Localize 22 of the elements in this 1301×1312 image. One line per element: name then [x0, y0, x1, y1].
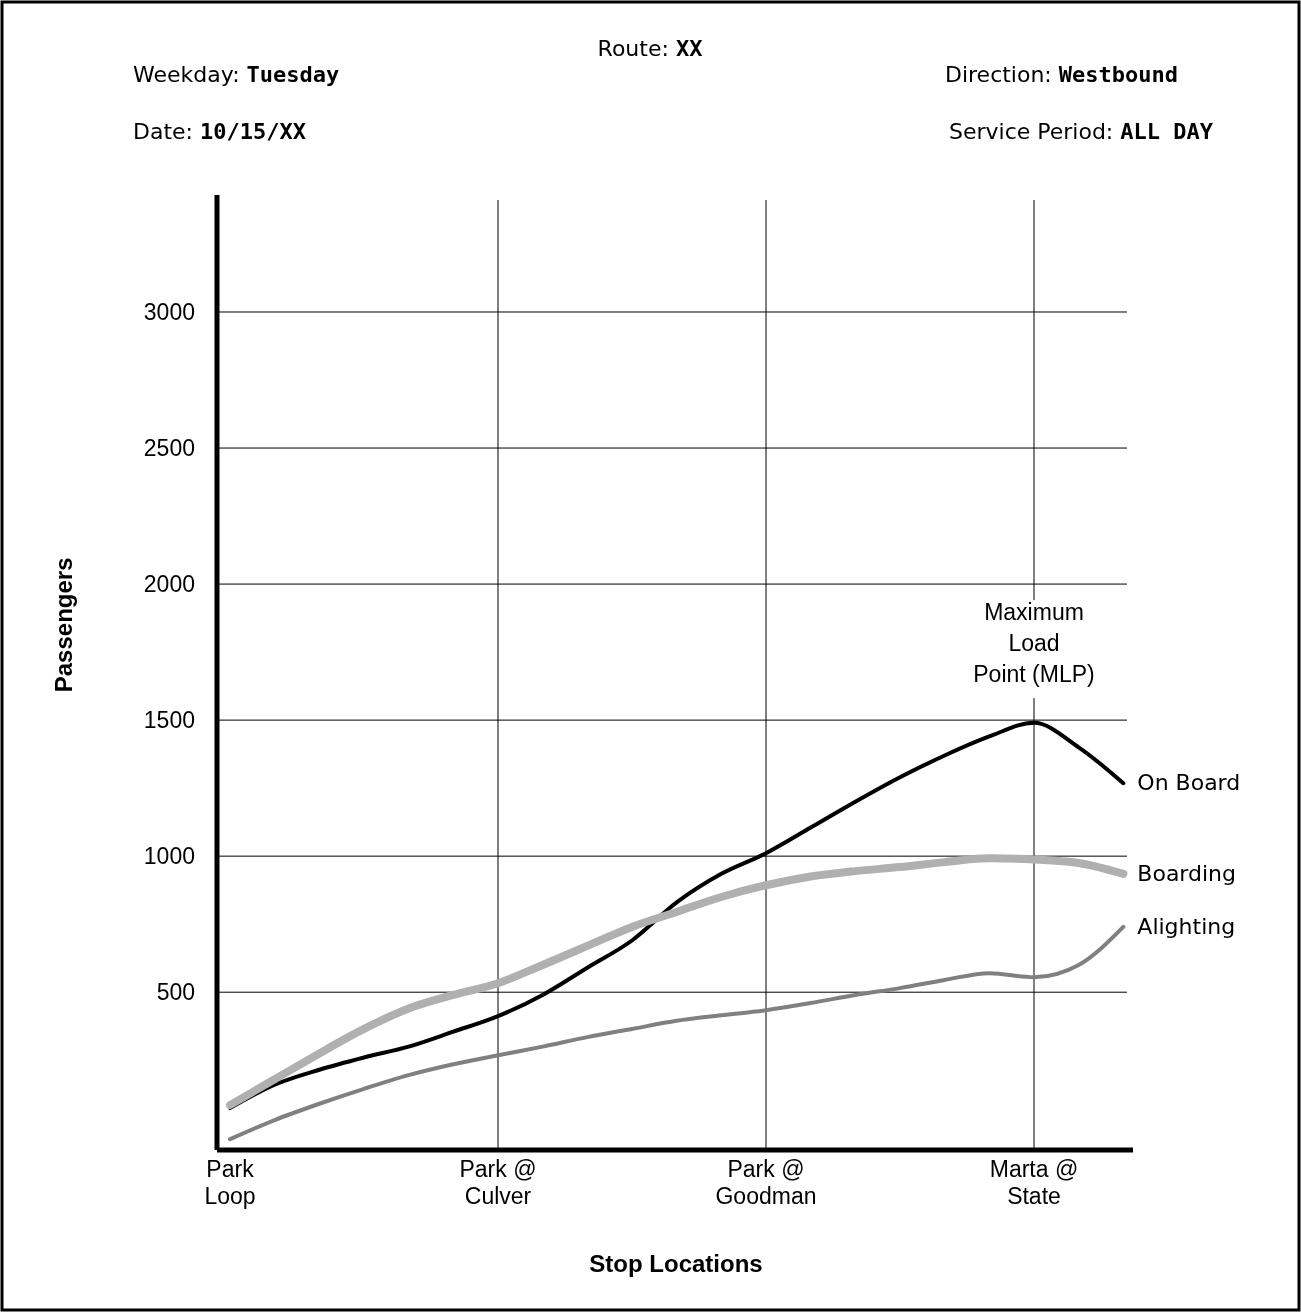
- series-label: On Board: [1137, 770, 1241, 796]
- x-tick-label: Park @ Goodman: [715, 1156, 817, 1209]
- x-tick-label: Park @ Culver: [459, 1156, 537, 1209]
- y-tick-label: 2000: [143, 571, 195, 598]
- text: Date: 10/15/XX: [133, 119, 306, 144]
- series-label: Alighting: [1137, 913, 1236, 939]
- y-tick-label: 1500: [143, 707, 195, 734]
- y-tick-label: 2500: [143, 435, 195, 462]
- line-series: [228, 924, 1126, 1142]
- y-tick-label: 1000: [143, 843, 195, 870]
- text: Direction: Westbound: [944, 62, 1178, 87]
- y-tick-label: 3000: [143, 298, 195, 325]
- y-axis-title: Passengers: [50, 557, 77, 693]
- x-tick-label: Marta @ State: [989, 1156, 1079, 1209]
- x-axis-title: Stop Locations: [589, 1250, 763, 1277]
- text: Service Period: ALL DAY: [948, 119, 1214, 144]
- series-label: Boarding: [1137, 860, 1237, 886]
- x-tick-label: Park Loop: [204, 1156, 256, 1209]
- chart-title: Route: XX: [597, 36, 703, 61]
- text: Weekday: Tuesday: [133, 62, 340, 87]
- y-tick-label: 500: [156, 979, 195, 1006]
- annotation: Maximum Load Point (MLP): [973, 599, 1095, 688]
